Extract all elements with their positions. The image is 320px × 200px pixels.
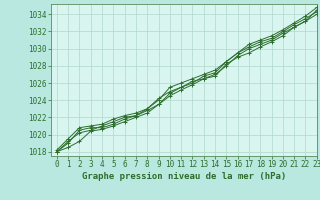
X-axis label: Graphe pression niveau de la mer (hPa): Graphe pression niveau de la mer (hPa)	[82, 172, 286, 181]
